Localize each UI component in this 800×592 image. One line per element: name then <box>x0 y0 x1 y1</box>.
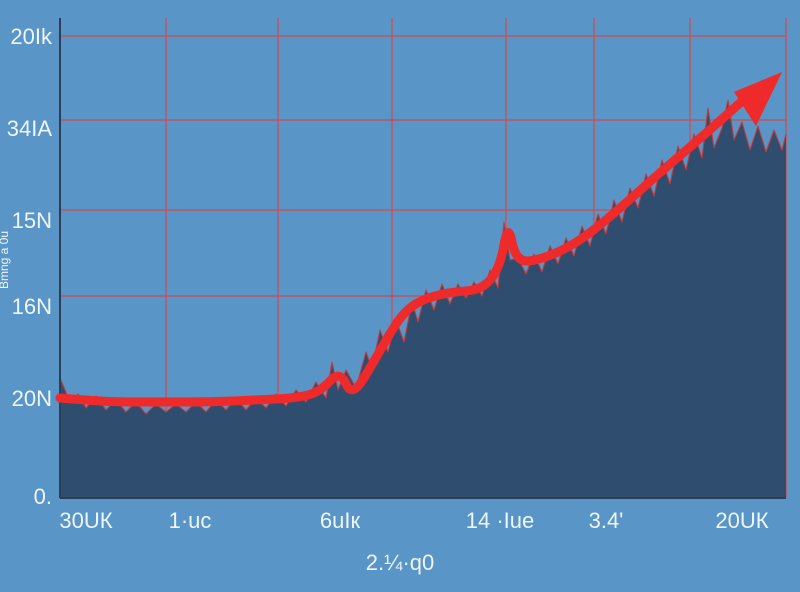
growth-chart: 20Ik 34IA 15N 16N 20N 0. Bmng a 0u 30UК 1·uc 6uIк… <box>0 0 800 592</box>
y-tick-label: 20Ik <box>10 24 53 49</box>
x-tick-label: 30UК <box>59 508 112 533</box>
y-tick-label: 20N <box>12 386 52 411</box>
x-tick-label: 20UК <box>715 508 768 533</box>
y-tick-label: 0. <box>34 484 52 509</box>
y-tick-label: 15N <box>12 208 52 233</box>
y-tick-label: 34IA <box>7 116 53 141</box>
x-tick-label: 3.4' <box>589 508 624 533</box>
x-axis-label: 2.¼·q0 <box>366 550 435 575</box>
chart-svg: 20Ik 34IA 15N 16N 20N 0. Bmng a 0u 30UК 1·uc 6uIк… <box>0 0 800 592</box>
y-tick-label: 16N <box>12 294 52 319</box>
y-axis-label: Bmng a 0u <box>0 231 11 289</box>
x-tick-label: 14 ·Iue <box>466 508 535 533</box>
x-tick-label: 6uIк <box>320 508 361 533</box>
x-tick-label: 1·uc <box>169 508 212 533</box>
